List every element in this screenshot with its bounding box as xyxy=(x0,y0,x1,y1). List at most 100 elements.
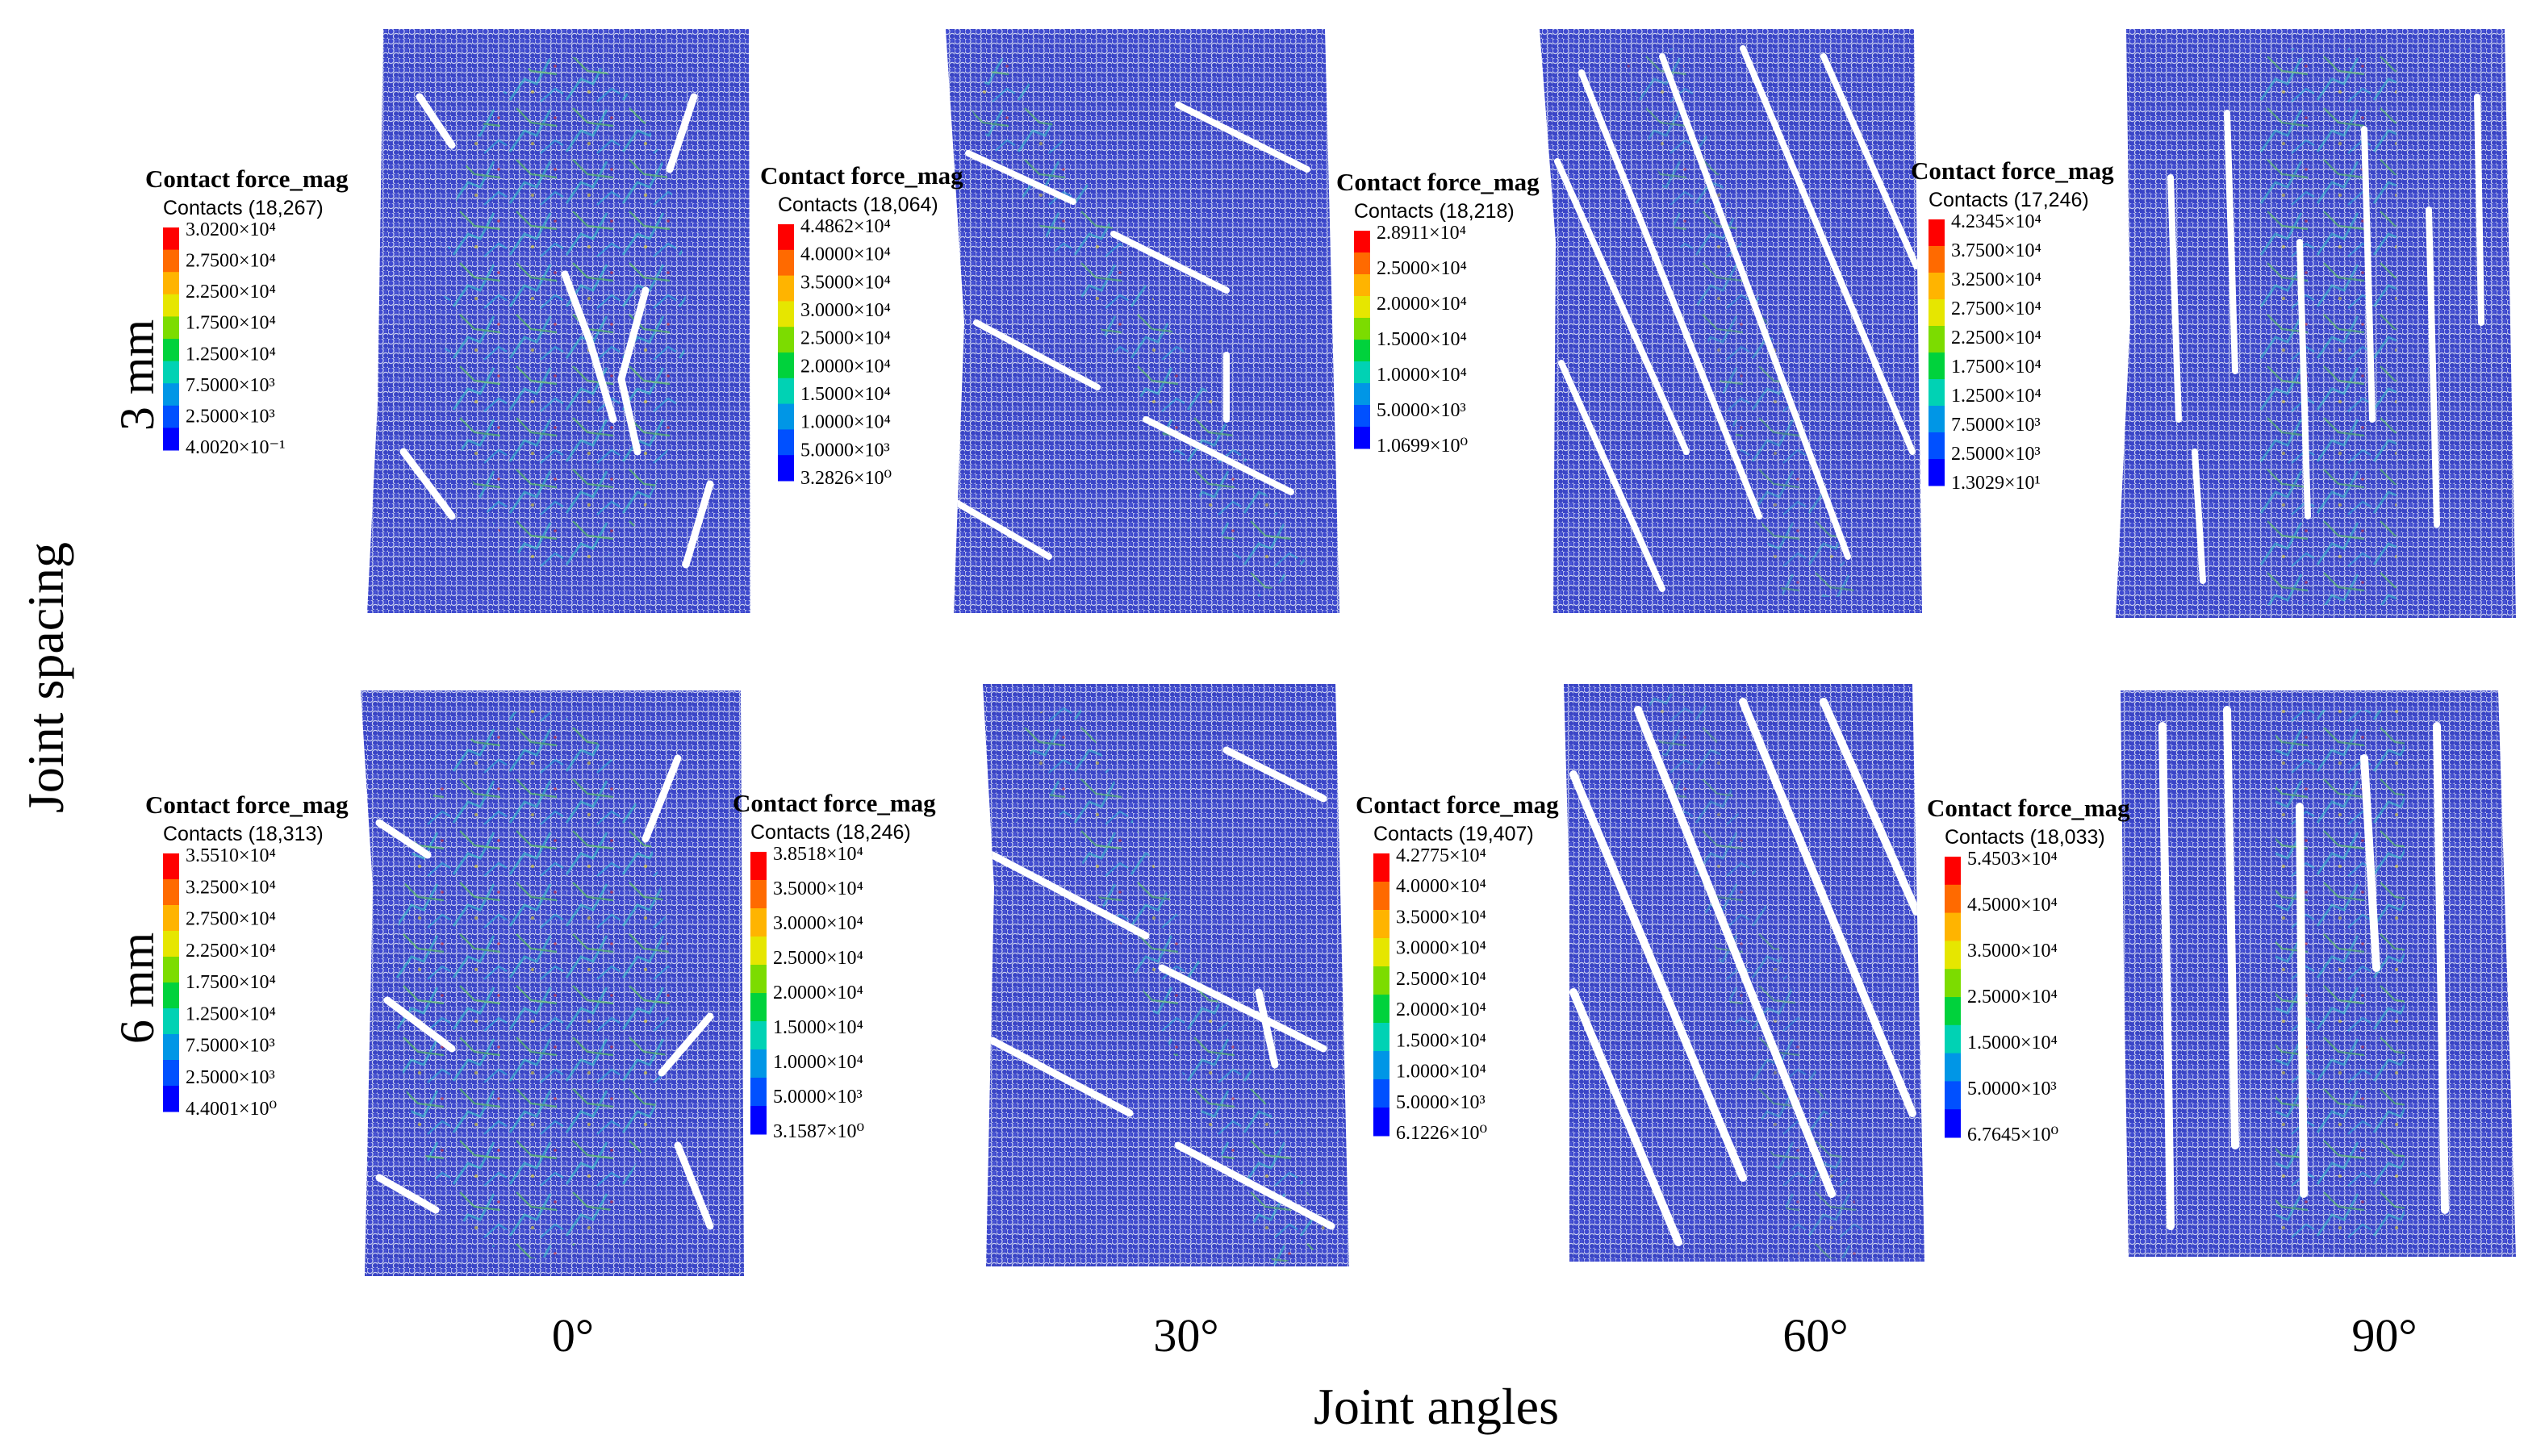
legend-value: 5.0000×10³ xyxy=(1396,1092,1486,1113)
legend-value: 2.2500×10⁴ xyxy=(1951,327,2041,348)
colorbar-segment xyxy=(163,931,179,957)
colorbar-segment xyxy=(1929,379,1945,407)
legend-layer: Contact force_mag Contacts (18,267)3.0200… xyxy=(145,156,2130,1145)
legend-contacts-count: Contacts (18,246) xyxy=(750,821,911,844)
colorbar-segment xyxy=(1945,912,1961,941)
colorbar-segment xyxy=(163,272,179,295)
legend-value: 2.0000×10⁴ xyxy=(1377,294,1467,315)
specimen-6mm-0deg xyxy=(361,690,744,1276)
legend-value: 2.0000×10⁴ xyxy=(1396,999,1486,1020)
colorbar-segment xyxy=(1929,219,1945,247)
legend-r2c4: Contact force_mag Contacts (18,033)5.4503… xyxy=(1927,794,2130,1145)
legend-value: 3.5000×10⁴ xyxy=(773,878,863,899)
colorbar-segment xyxy=(750,965,767,994)
colorbar-segment xyxy=(1373,910,1389,939)
legend-title: Contact force_mag xyxy=(1911,156,2114,185)
colorbar-segment xyxy=(750,852,767,881)
colorbar-segment xyxy=(1929,406,1945,433)
legend-value: 2.8911×10⁴ xyxy=(1377,223,1466,244)
specimen-6mm-90deg xyxy=(2121,690,2516,1257)
legend-value: 5.0000×10³ xyxy=(1377,400,1466,421)
colorbar-segment xyxy=(778,275,794,302)
colorbar-segment xyxy=(1373,882,1389,911)
colorbar-segment xyxy=(1373,1108,1389,1137)
colorbar-segment xyxy=(750,1049,767,1078)
colorbar-segment xyxy=(750,1021,767,1050)
colorbar-segment xyxy=(1354,340,1370,362)
legend-value: 4.4862×10⁴ xyxy=(800,216,891,237)
colorbar-segment xyxy=(1945,997,1961,1026)
legend-value: 5.4503×10⁴ xyxy=(1967,849,2058,870)
legend-value: 5.0000×10³ xyxy=(773,1087,863,1108)
legend-value: 3.5510×10⁴ xyxy=(186,845,276,866)
legend-title: Contact force_mag xyxy=(145,791,349,819)
legend-value: 3.7500×10⁴ xyxy=(1951,240,2041,261)
colorbar-segment xyxy=(163,853,179,880)
legend-r1c3: Contact force_mag Contacts (18,218)2.8911… xyxy=(1336,168,1540,457)
legend-value: 2.2500×10⁴ xyxy=(186,282,276,302)
colorbar-segment xyxy=(1373,1051,1389,1080)
legend-contacts-count: Contacts (18,033) xyxy=(1945,826,2105,849)
legend-value: 3.5000×10⁴ xyxy=(1967,941,2058,962)
legend-value: 3.0000×10⁴ xyxy=(773,913,863,934)
colorbar-segment xyxy=(1373,1023,1389,1052)
column-label-30deg: 30° xyxy=(1153,1309,1218,1362)
legend-r1c2: Contact force_mag Contacts (18,064)4.4862… xyxy=(760,161,963,489)
colorbar-segment xyxy=(1373,853,1389,882)
colorbar-segment xyxy=(163,316,179,340)
colorbar-segment xyxy=(163,428,179,451)
colorbar-segment xyxy=(750,1106,767,1135)
legend-value: 4.0000×10⁴ xyxy=(800,244,891,265)
legend-value: 2.5000×10⁴ xyxy=(1396,969,1486,990)
legend-value: 1.2500×10⁴ xyxy=(186,1003,276,1024)
colorbar-segment xyxy=(1929,432,1945,460)
legend-value: 1.3029×10¹ xyxy=(1951,473,2041,494)
legend-value: 1.5000×10⁴ xyxy=(800,384,891,405)
legend-value: 1.0000×10⁴ xyxy=(800,412,891,433)
legend-value: 7.5000×10³ xyxy=(1951,415,2041,436)
colorbar-segment xyxy=(750,908,767,937)
legend-title: Contact force_mag xyxy=(1927,794,2130,822)
colorbar-segment xyxy=(1945,884,1961,914)
legend-value: 4.4001×10⁰ xyxy=(186,1099,277,1120)
specimen-6mm-60deg xyxy=(1564,684,1924,1262)
colorbar-segment xyxy=(750,993,767,1022)
legend-r2c2: Contact force_mag Contacts (18,246)3.8518… xyxy=(733,789,936,1142)
legend-value: 3.2500×10⁴ xyxy=(186,877,276,898)
column-label-90deg: 90° xyxy=(2351,1309,2417,1362)
legend-value: 3.0000×10⁴ xyxy=(1396,938,1486,959)
colorbar-segment xyxy=(1373,938,1389,967)
legend-value: 5.0000×10³ xyxy=(1967,1078,2057,1099)
legend-value: 2.5000×10³ xyxy=(186,406,275,427)
row-label-3mm: 3 mm xyxy=(111,319,164,431)
legend-value: 3.0000×10⁴ xyxy=(800,300,891,321)
specimen-3mm-90deg xyxy=(2116,29,2516,618)
legend-value: 1.0699×10⁰ xyxy=(1377,436,1468,457)
legend-value: 3.8518×10⁴ xyxy=(773,844,863,865)
legend-value: 2.7500×10⁴ xyxy=(1951,298,2041,319)
colorbar-segment xyxy=(163,227,179,251)
legend-value: 1.2500×10⁴ xyxy=(186,344,276,365)
legend-value: 6.7645×10⁰ xyxy=(1967,1124,2058,1145)
legend-value: 7.5000×10³ xyxy=(186,1036,275,1057)
legend-contacts-count: Contacts (18,267) xyxy=(163,197,324,219)
colorbar-segment xyxy=(1373,1079,1389,1108)
legend-value: 1.5000×10⁴ xyxy=(1396,1030,1486,1051)
legend-r2c3: Contact force_mag Contacts (19,407)4.2775… xyxy=(1356,791,1559,1144)
colorbar-segment xyxy=(163,1086,179,1112)
colorbar-segment xyxy=(1929,246,1945,273)
colorbar-segment xyxy=(163,294,179,317)
legend-value: 2.5000×10⁴ xyxy=(773,948,863,969)
colorbar-segment xyxy=(778,378,794,405)
legend-value: 1.0000×10⁴ xyxy=(1377,365,1467,386)
colorbar-segment xyxy=(163,249,179,273)
colorbar-segment xyxy=(1929,353,1945,380)
colorbar-segment xyxy=(163,879,179,906)
colorbar-segment xyxy=(778,353,794,379)
legend-value: 1.7500×10⁴ xyxy=(186,313,276,334)
colorbar-segment xyxy=(778,301,794,327)
legend-r1c1: Contact force_mag Contacts (18,267)3.0200… xyxy=(145,165,349,458)
legend-value: 1.2500×10⁴ xyxy=(1951,386,2041,407)
legend-r1c4: Contact force_mag Contacts (17,246)4.2345… xyxy=(1911,156,2114,494)
